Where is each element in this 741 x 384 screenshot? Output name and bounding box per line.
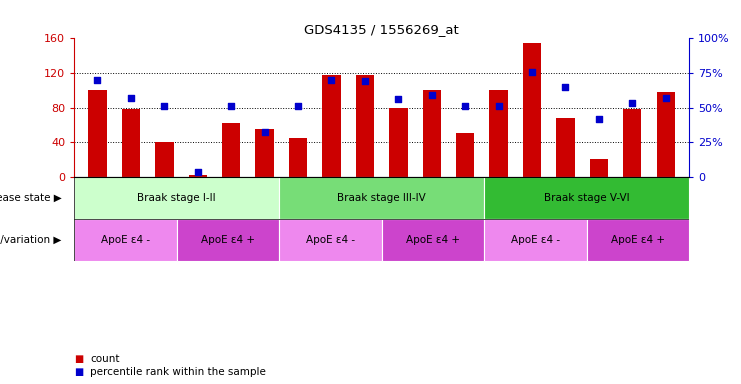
Point bbox=[493, 103, 505, 109]
Point bbox=[393, 96, 405, 102]
Bar bbox=[222, 123, 240, 177]
Text: Braak stage III-IV: Braak stage III-IV bbox=[337, 193, 426, 203]
Point bbox=[259, 129, 270, 136]
Point bbox=[292, 103, 304, 109]
Point bbox=[426, 92, 438, 98]
Text: ApoE ε4 +: ApoE ε4 + bbox=[611, 235, 665, 245]
Bar bbox=[489, 90, 508, 177]
Bar bbox=[155, 142, 173, 177]
Text: disease state ▶: disease state ▶ bbox=[0, 193, 62, 203]
Bar bbox=[456, 134, 474, 177]
Bar bbox=[484, 219, 587, 261]
Bar bbox=[389, 108, 408, 177]
Point bbox=[659, 95, 671, 101]
Bar bbox=[556, 118, 575, 177]
Bar bbox=[590, 159, 608, 177]
Point bbox=[593, 116, 605, 122]
Bar bbox=[587, 219, 689, 261]
Text: ApoE ε4 -: ApoE ε4 - bbox=[101, 235, 150, 245]
Bar bbox=[256, 129, 274, 177]
Point bbox=[159, 103, 170, 109]
Text: Braak stage V-VI: Braak stage V-VI bbox=[544, 193, 629, 203]
Text: genotype/variation ▶: genotype/variation ▶ bbox=[0, 235, 62, 245]
Bar bbox=[176, 219, 279, 261]
Point bbox=[92, 77, 104, 83]
Text: Braak stage I-II: Braak stage I-II bbox=[137, 193, 216, 203]
Bar bbox=[623, 109, 642, 177]
Text: ApoE ε4 -: ApoE ε4 - bbox=[511, 235, 560, 245]
Title: GDS4135 / 1556269_at: GDS4135 / 1556269_at bbox=[305, 23, 459, 36]
Bar bbox=[657, 92, 675, 177]
Point bbox=[125, 95, 137, 101]
Bar bbox=[122, 109, 140, 177]
Point bbox=[526, 68, 538, 74]
Bar bbox=[422, 90, 441, 177]
Point bbox=[459, 103, 471, 109]
Text: ■: ■ bbox=[74, 367, 83, 377]
Text: percentile rank within the sample: percentile rank within the sample bbox=[90, 367, 266, 377]
Bar bbox=[289, 138, 308, 177]
Bar bbox=[74, 219, 176, 261]
Bar bbox=[74, 177, 279, 219]
Point bbox=[192, 169, 204, 175]
Bar bbox=[484, 177, 689, 219]
Text: ApoE ε4 +: ApoE ε4 + bbox=[201, 235, 255, 245]
Point bbox=[359, 78, 370, 84]
Bar bbox=[279, 177, 484, 219]
Bar bbox=[322, 74, 341, 177]
Bar bbox=[356, 74, 374, 177]
Point bbox=[626, 100, 638, 106]
Point bbox=[225, 103, 237, 109]
Bar bbox=[279, 219, 382, 261]
Bar bbox=[88, 90, 107, 177]
Text: ApoE ε4 +: ApoE ε4 + bbox=[406, 235, 460, 245]
Point bbox=[559, 84, 571, 90]
Text: count: count bbox=[90, 354, 120, 364]
Text: ■: ■ bbox=[74, 354, 83, 364]
Text: ApoE ε4 -: ApoE ε4 - bbox=[306, 235, 355, 245]
Bar bbox=[382, 219, 484, 261]
Bar bbox=[188, 175, 207, 177]
Point bbox=[325, 77, 337, 83]
Bar bbox=[523, 43, 541, 177]
